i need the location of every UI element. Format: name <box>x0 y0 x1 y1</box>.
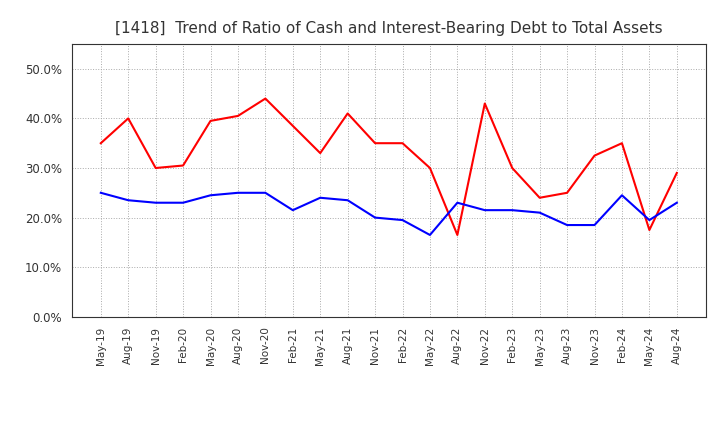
Interest-Bearing Debt <box>508 208 516 213</box>
Interest-Bearing Debt <box>480 208 489 213</box>
Cash <box>590 153 599 158</box>
Line: Interest-Bearing Debt: Interest-Bearing Debt <box>101 193 677 235</box>
Cash <box>124 116 132 121</box>
Interest-Bearing Debt <box>179 200 187 205</box>
Cash <box>206 118 215 124</box>
Line: Cash: Cash <box>101 99 677 235</box>
Interest-Bearing Debt <box>289 208 297 213</box>
Interest-Bearing Debt <box>261 190 270 195</box>
Interest-Bearing Debt <box>96 190 105 195</box>
Cash <box>151 165 160 171</box>
Interest-Bearing Debt <box>343 198 352 203</box>
Interest-Bearing Debt <box>206 193 215 198</box>
Interest-Bearing Debt <box>316 195 325 200</box>
Interest-Bearing Debt <box>426 232 434 238</box>
Cash <box>618 140 626 146</box>
Cash <box>453 232 462 238</box>
Cash <box>536 195 544 200</box>
Interest-Bearing Debt <box>672 200 681 205</box>
Interest-Bearing Debt <box>645 217 654 223</box>
Interest-Bearing Debt <box>124 198 132 203</box>
Interest-Bearing Debt <box>398 217 407 223</box>
Interest-Bearing Debt <box>233 190 242 195</box>
Title: [1418]  Trend of Ratio of Cash and Interest-Bearing Debt to Total Assets: [1418] Trend of Ratio of Cash and Intere… <box>115 21 662 36</box>
Cash <box>261 96 270 101</box>
Cash <box>508 165 516 171</box>
Interest-Bearing Debt <box>536 210 544 215</box>
Interest-Bearing Debt <box>151 200 160 205</box>
Cash <box>289 123 297 128</box>
Cash <box>645 227 654 233</box>
Cash <box>563 190 572 195</box>
Interest-Bearing Debt <box>563 222 572 227</box>
Cash <box>480 101 489 106</box>
Cash <box>672 170 681 176</box>
Cash <box>179 163 187 168</box>
Cash <box>343 111 352 116</box>
Cash <box>233 113 242 118</box>
Interest-Bearing Debt <box>453 200 462 205</box>
Cash <box>426 165 434 171</box>
Cash <box>398 140 407 146</box>
Interest-Bearing Debt <box>371 215 379 220</box>
Cash <box>371 140 379 146</box>
Interest-Bearing Debt <box>590 222 599 227</box>
Interest-Bearing Debt <box>618 193 626 198</box>
Cash <box>96 140 105 146</box>
Cash <box>316 150 325 156</box>
